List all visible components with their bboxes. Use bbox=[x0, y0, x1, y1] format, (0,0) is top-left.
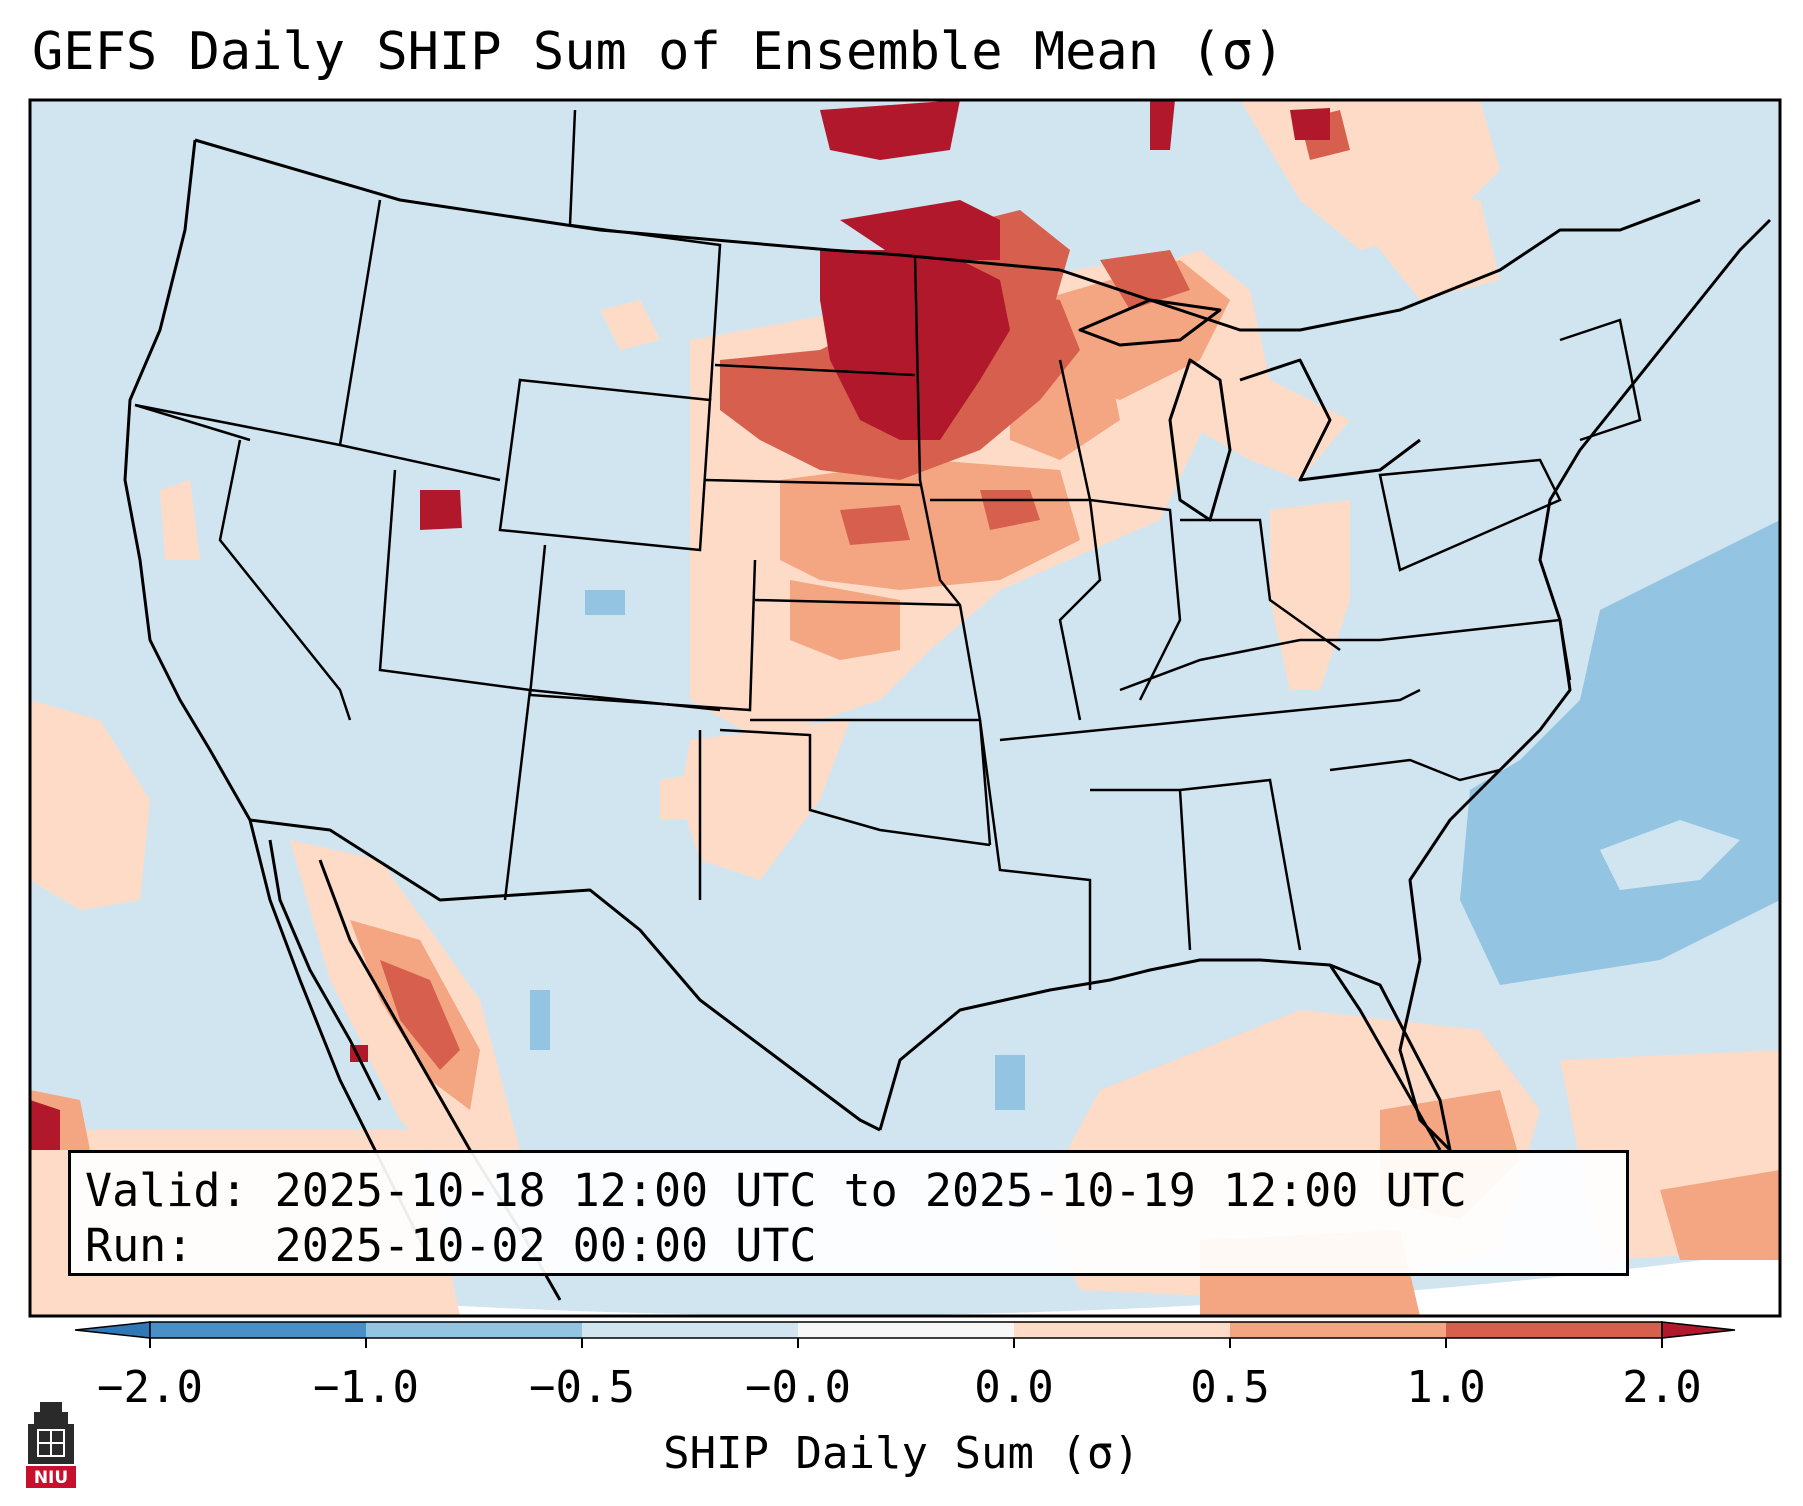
run-label: Run: bbox=[85, 1219, 194, 1272]
anomaly-manitoba-very-strong bbox=[820, 100, 960, 160]
anomaly-pacific-edge-very-strong bbox=[30, 1100, 60, 1150]
anomaly-sw-weak bbox=[660, 770, 720, 820]
anomaly-wyoming-weak bbox=[600, 300, 660, 350]
colorbar-segment-5 bbox=[1014, 1322, 1230, 1338]
state-line-ia-mo bbox=[930, 498, 1102, 721]
colorbar-label: SHIP Daily Sum (σ) bbox=[663, 1428, 1140, 1479]
anomaly-kansas-moderate bbox=[790, 580, 900, 660]
state-line-nd-sd bbox=[714, 363, 916, 377]
colorbar-extend-high bbox=[1661, 1321, 1736, 1339]
atlantic-coastline bbox=[1408, 218, 1772, 961]
state-line-in-oh bbox=[1180, 518, 1341, 652]
colorbar-segment-2 bbox=[366, 1322, 582, 1338]
state-line-ky bbox=[1119, 638, 1380, 692]
anomaly-upper-michigan-strong bbox=[1100, 250, 1190, 310]
colorbar-tick-label: −2.0 bbox=[97, 1362, 203, 1413]
state-line-tn bbox=[999, 688, 1421, 742]
state-line-nv-ut bbox=[218, 439, 352, 721]
colorbar-extend-low bbox=[74, 1321, 151, 1339]
anomaly-west-atlantic-light bbox=[1600, 820, 1740, 890]
valid-run-info-box: Valid: 2025-10-18 12:00 UTC to 2025-10-1… bbox=[68, 1150, 1629, 1276]
anomaly-gulf-negative bbox=[995, 1055, 1025, 1110]
anomaly-nebraska-strong bbox=[840, 505, 910, 545]
colorbar-tick-label: −0.0 bbox=[745, 1362, 851, 1413]
anomaly-california-weak bbox=[160, 480, 200, 560]
map-frame bbox=[28, 98, 1782, 1318]
state-line-ok-tx bbox=[719, 728, 991, 847]
map-title: GEFS Daily SHIP Sum of Ensemble Mean (σ) bbox=[32, 22, 1285, 82]
colorbar-tick-label: 0.0 bbox=[974, 1362, 1054, 1413]
pacific-coastline bbox=[123, 139, 432, 1261]
anomaly-pacific-weak bbox=[30, 700, 150, 910]
anomaly-mexico-negative bbox=[530, 990, 550, 1050]
colorbar-segment-3 bbox=[582, 1322, 798, 1338]
state-line-ne-ks bbox=[754, 598, 961, 607]
state-line-id-mt bbox=[338, 199, 501, 482]
anomaly-utah-negative bbox=[585, 590, 625, 615]
colorbar-segment-1 bbox=[150, 1322, 366, 1338]
anomaly-canada-east-weak bbox=[1340, 200, 1500, 300]
anomaly-quebec-very-strong bbox=[1290, 108, 1330, 140]
state-line-wa-or bbox=[134, 403, 341, 447]
colorbar-segment-4 bbox=[798, 1322, 1014, 1338]
state-line-wi-il bbox=[1058, 359, 1182, 701]
state-line-va bbox=[1379, 618, 1572, 681]
colorbar bbox=[74, 1321, 1736, 1348]
baja-california bbox=[268, 839, 382, 1101]
anomaly-utah-very-strong bbox=[420, 490, 462, 530]
anomaly-north-dakota-very-strong bbox=[820, 250, 1010, 440]
valid-label: Valid: bbox=[85, 1164, 248, 1217]
colorbar-ticks bbox=[149, 1338, 1663, 1348]
state-line-co bbox=[528, 544, 757, 712]
state-lines bbox=[134, 109, 1642, 990]
state-line-mt-dakotas bbox=[568, 109, 722, 401]
colorbar-tick-label: −1.0 bbox=[313, 1362, 419, 1413]
state-line-sd-ne bbox=[704, 478, 921, 487]
state-line-ny-new-england bbox=[1559, 318, 1642, 442]
anomaly-caribbean-moderate bbox=[1660, 1170, 1780, 1260]
anomaly-manitoba-south-very-strong bbox=[840, 200, 1000, 260]
state-line-al-ga bbox=[1179, 778, 1302, 951]
anomaly-gulf-of-california-strong bbox=[380, 960, 460, 1070]
valid-value: 2025-10-18 12:00 UTC to 2025-10-19 12:00… bbox=[274, 1164, 1467, 1217]
anomaly-canada-very-strong bbox=[1150, 100, 1175, 150]
lake-superior bbox=[1078, 298, 1222, 347]
state-line-ut-az bbox=[378, 469, 721, 712]
colorbar-segment-6 bbox=[1230, 1322, 1446, 1338]
colorbar-tick-label: −0.5 bbox=[529, 1362, 635, 1413]
lakes-huron-erie bbox=[1239, 358, 1421, 482]
colorbar-frame bbox=[149, 1321, 1663, 1339]
colorbar-tick-label: 1.0 bbox=[1406, 1362, 1486, 1413]
colorbar-tick-label: 2.0 bbox=[1622, 1362, 1702, 1413]
state-line-wy bbox=[498, 378, 712, 552]
anomaly-nm-panhandle-weak bbox=[680, 720, 850, 880]
florida bbox=[1328, 964, 1442, 1151]
niu-logo: NIU bbox=[26, 1402, 76, 1488]
run-value: 2025-10-02 00:00 UTC bbox=[274, 1219, 817, 1272]
state-line-ca bbox=[134, 403, 251, 442]
anomaly-very-strong-positive bbox=[30, 100, 1330, 1150]
us-mexico-border bbox=[249, 818, 881, 1132]
state-line-pa-ny bbox=[1378, 458, 1562, 572]
logo-text: NIU bbox=[34, 1468, 68, 1488]
state-line-az-nm bbox=[503, 689, 532, 901]
logo-banner bbox=[26, 1466, 76, 1488]
map-panel bbox=[30, 100, 1780, 1316]
state-line-nc-sc bbox=[1329, 758, 1501, 782]
state-line-ar-ms bbox=[978, 719, 1092, 990]
colorbar-tick-label: 0.5 bbox=[1190, 1362, 1270, 1413]
colorbar-segment-7 bbox=[1446, 1322, 1662, 1338]
